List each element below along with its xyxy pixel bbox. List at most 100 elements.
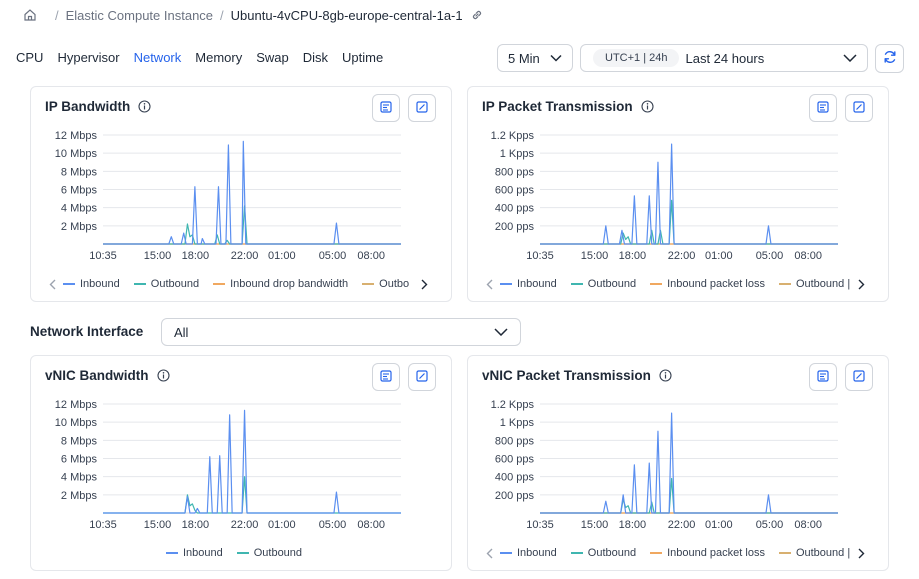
breadcrumb: / Elastic Compute Instance / Ubuntu-4vCP…	[22, 6, 483, 24]
legend-item-inbound[interactable]: Inbound	[63, 278, 120, 290]
refresh-icon	[882, 49, 898, 68]
info-icon[interactable]	[641, 100, 654, 113]
expand-button[interactable]	[408, 94, 436, 122]
x-tick-label: 08:00	[357, 250, 385, 262]
expand-button[interactable]	[408, 363, 436, 391]
y-tick-label: 1.2 Kpps	[491, 130, 535, 142]
panel-title: vNIC Packet Transmission	[482, 368, 672, 383]
x-tick-label: 18:00	[182, 250, 210, 262]
legend-swatch	[213, 283, 226, 285]
x-tick-label: 01:00	[268, 519, 296, 531]
vnic-bandwidth-panel: vNIC Bandwidth 2 Mbps 4 Mbps 6 Mbps 8 Mbps 10…	[30, 355, 452, 571]
legend-item-outbound[interactable]: Outbound	[570, 278, 636, 290]
legend-item-outbound[interactable]: Outbound |	[778, 547, 850, 559]
expand-button[interactable]	[845, 363, 873, 391]
info-icon[interactable]	[138, 100, 151, 113]
legend-next-icon[interactable]	[854, 547, 868, 559]
time-range-select[interactable]: UTC+1 | 24h Last 24 hours	[580, 44, 868, 72]
legend-next-icon[interactable]	[417, 278, 431, 290]
export-button[interactable]	[372, 363, 400, 391]
x-tick-label: 22:00	[668, 250, 696, 262]
y-tick-label: 1 Kpps	[500, 148, 535, 160]
y-tick-label: 200 pps	[495, 490, 535, 502]
export-icon	[379, 100, 393, 117]
tab-hypervisor[interactable]: Hypervisor	[57, 50, 120, 65]
y-tick-label: 10 Mbps	[55, 148, 98, 160]
x-tick-label: 08:00	[357, 519, 385, 531]
legend-prev-icon[interactable]	[45, 279, 59, 290]
tab-swap[interactable]: Swap	[256, 50, 289, 65]
legend-item-outbo[interactable]: Outbo	[362, 278, 409, 290]
time-range-value: Last 24 hours	[685, 50, 765, 66]
series-line-inbound	[103, 409, 401, 514]
legend-label: Outbound |	[795, 278, 851, 290]
y-tick-label: 8 Mbps	[61, 166, 98, 178]
x-tick-label: 05:00	[756, 250, 784, 262]
home-icon[interactable]	[22, 7, 38, 23]
chart-legend: Inbound Outbound Inbound packet loss Outbou…	[468, 276, 888, 292]
expand-button[interactable]	[845, 94, 873, 122]
legend-item-inbound[interactable]: Inbound	[165, 547, 223, 559]
chart-legend: Inbound Outbound	[31, 545, 451, 561]
link-icon[interactable]	[471, 9, 483, 21]
chevron-down-icon	[550, 54, 562, 62]
legend-label: Outbo	[379, 278, 410, 290]
breadcrumb-instance: Ubuntu-4vCPU-8gb-europe-central-1a-1	[230, 7, 463, 23]
breadcrumb-separator: /	[55, 7, 59, 23]
legend-prev-icon[interactable]	[482, 548, 496, 559]
y-tick-label: 6 Mbps	[61, 454, 98, 466]
export-button[interactable]	[809, 94, 837, 122]
legend-label: Inbound packet loss	[667, 278, 765, 290]
breadcrumb-section[interactable]: Elastic Compute Instance	[65, 7, 214, 23]
legend-item-inbound-packet-loss[interactable]: Inbound packet loss	[650, 547, 765, 559]
refresh-button[interactable]	[875, 44, 904, 73]
legend-label: Outbound	[150, 278, 200, 290]
y-tick-label: 400 pps	[495, 472, 535, 484]
panel-title-text: IP Bandwidth	[45, 99, 131, 114]
timezone-badge[interactable]: UTC+1 | 24h	[593, 49, 680, 67]
legend-item-inbound[interactable]: Inbound	[500, 547, 557, 559]
chart-plot: 2 Mbps 4 Mbps 6 Mbps 8 Mbps 10 Mbps 12 Mbps 10…	[55, 399, 401, 531]
legend-item-outbound[interactable]: Outbound |	[778, 278, 851, 290]
legend-next-icon[interactable]	[854, 278, 868, 290]
y-tick-label: 2 Mbps	[61, 490, 98, 502]
x-tick-label: 05:00	[756, 519, 784, 531]
x-tick-label: 10:35	[526, 250, 554, 262]
y-tick-label: 600 pps	[495, 454, 535, 466]
series-line-outbound	[540, 477, 838, 514]
legend-item-outbound[interactable]: Outbound	[133, 278, 200, 290]
legend-item-inbound[interactable]: Inbound	[500, 278, 557, 290]
legend-label: Outbound	[587, 547, 637, 559]
legend-swatch	[778, 552, 791, 554]
tab-memory[interactable]: Memory	[195, 50, 243, 65]
y-tick-label: 6 Mbps	[61, 185, 98, 197]
legend-swatch	[650, 283, 663, 285]
tab-uptime[interactable]: Uptime	[342, 50, 384, 65]
interval-select[interactable]: 5 Min	[497, 44, 573, 72]
legend-item-outbound[interactable]: Outbound	[236, 547, 303, 559]
y-tick-label: 12 Mbps	[55, 399, 98, 411]
chevron-down-icon	[843, 54, 857, 62]
network-interface-select[interactable]: All	[161, 318, 521, 346]
series-line-outbound	[540, 199, 838, 245]
legend-prev-icon[interactable]	[482, 279, 496, 290]
x-tick-label: 15:00	[581, 519, 609, 531]
info-icon[interactable]	[156, 369, 170, 382]
legend-swatch	[133, 283, 146, 285]
x-tick-label: 10:35	[89, 519, 117, 531]
x-tick-label: 08:00	[794, 250, 822, 262]
tab-disk[interactable]: Disk	[302, 50, 329, 65]
info-icon[interactable]	[659, 369, 672, 382]
legend-item-outbound[interactable]: Outbound	[570, 547, 637, 559]
series-line-inbound	[540, 143, 838, 245]
x-tick-label: 01:00	[705, 519, 733, 531]
legend-item-inbound-packet-loss[interactable]: Inbound packet loss	[650, 278, 765, 290]
x-tick-label: 05:00	[319, 519, 347, 531]
panel-title-text: vNIC Bandwidth	[45, 368, 149, 383]
export-button[interactable]	[809, 363, 837, 391]
legend-item-inbound-drop-bandwidth[interactable]: Inbound drop bandwidth	[213, 278, 348, 290]
tab-cpu[interactable]: CPU	[16, 50, 44, 65]
tab-network[interactable]: Network	[133, 50, 182, 65]
export-button[interactable]	[372, 94, 400, 122]
legend-label: Outbound	[253, 547, 303, 559]
